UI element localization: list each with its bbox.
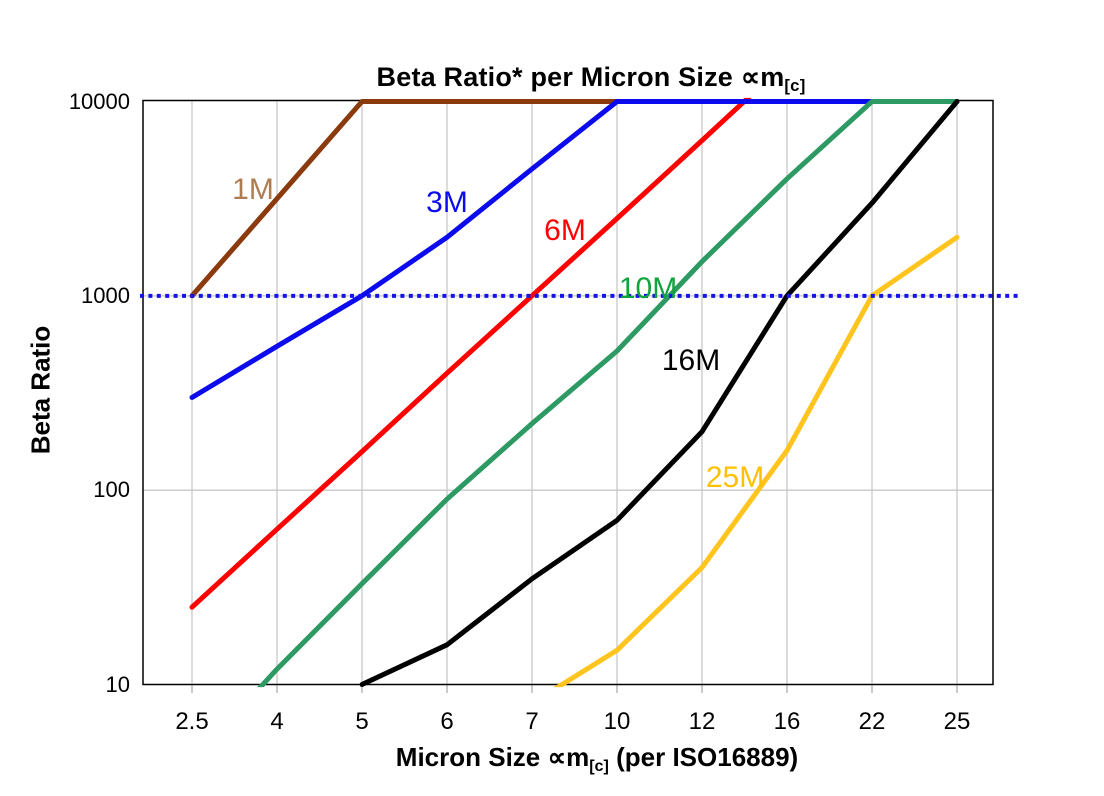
series-line-6M	[189, 97, 752, 610]
x-tick-label-12: 12	[688, 708, 716, 735]
series-label-25M: 25M	[705, 461, 765, 494]
y-tick-label-10: 10	[105, 671, 130, 697]
y-axis-title: Beta Ratio	[25, 325, 56, 455]
chart-title-subscript: [c]	[784, 76, 806, 96]
series-label-16M: 16M	[661, 344, 721, 377]
x-tick-label-10: 10	[603, 708, 631, 735]
x-tick-label-2.5: 2.5	[175, 708, 209, 735]
y-tick-label-1000: 1000	[81, 282, 130, 308]
series-line-25M	[553, 234, 960, 688]
series-label-6M: 6M	[544, 214, 586, 247]
y-tick-label-10000: 10000	[68, 88, 130, 114]
x-tick-label-25: 25	[943, 708, 971, 735]
x-tick-label-16: 16	[773, 708, 801, 735]
x-axis-title-subscript: [c]	[589, 756, 609, 775]
series-label-10M: 10M	[618, 272, 678, 305]
x-axis-title-text: Micron Size ∝m	[395, 742, 590, 772]
chart-title-text: Beta Ratio* per Micron Size ∝m	[376, 62, 785, 92]
y-tick-label-100: 100	[93, 477, 130, 503]
series-line-10M	[257, 99, 960, 688]
series-label-1M: 1M	[232, 173, 274, 206]
x-axis-title: Micron Size ∝m[c] (per ISO16889)	[396, 742, 798, 776]
series-line-16M	[359, 99, 960, 687]
x-tick-label-7: 7	[525, 708, 539, 735]
x-tick-label-5: 5	[355, 708, 369, 735]
x-tick-label-6: 6	[440, 708, 454, 735]
x-tick-label-22: 22	[858, 708, 886, 735]
x-tick-label-4: 4	[270, 708, 284, 735]
x-axis-title-suffix: (per ISO16889)	[608, 742, 799, 772]
series-line-3M	[189, 99, 960, 400]
series-group	[189, 97, 960, 688]
chart-title: Beta Ratio* per Micron Size ∝m[c]	[377, 62, 806, 96]
series-label-3M: 3M	[426, 186, 468, 219]
